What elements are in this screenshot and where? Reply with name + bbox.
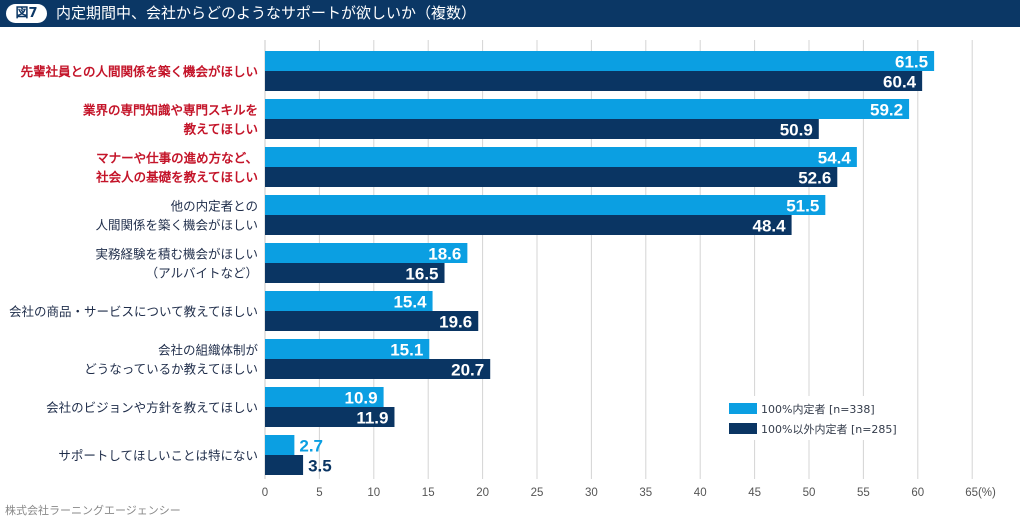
- bars: 61.560.4 59.2 50.9 54.452.6 51.548.4 18.616.5…: [265, 51, 935, 476]
- bar-series2: [265, 455, 304, 475]
- data-label: 48.4: [752, 217, 786, 236]
- data-label: 59.2: [870, 101, 903, 120]
- category-label: 先輩社員との人間関係を築く機会がほしい: [21, 64, 258, 79]
- data-label: 60.4: [883, 73, 917, 92]
- bar-series2: [265, 311, 479, 331]
- category-label: 業界の専門知識や専門スキルを: [82, 103, 258, 118]
- x-tick-label: 35: [639, 487, 652, 499]
- category-label: 社会人の基礎を教えてほしい: [95, 170, 258, 185]
- x-tick-label: 30: [585, 487, 598, 499]
- legend-swatch-series2: [729, 423, 757, 434]
- data-label: 50.9: [780, 121, 813, 140]
- category-label: どうなっているか教えてほしい: [84, 362, 258, 377]
- x-tick-label: 20: [476, 487, 489, 499]
- x-tick-label: 60: [911, 487, 924, 499]
- data-label: 2.7: [299, 437, 323, 456]
- chart-title: 内定期間中、会社からどのようなサポートが欲しいか（複数）: [56, 4, 477, 22]
- data-label: 51.5: [786, 197, 819, 216]
- x-tick-label: 5: [316, 487, 322, 499]
- category-label: 他の内定者との: [171, 199, 258, 214]
- data-label: 19.6: [439, 313, 472, 332]
- bar-series1: [265, 291, 433, 311]
- bar-series2: [265, 359, 491, 379]
- bar-series1: [265, 387, 384, 407]
- source-credit: 株式会社ラーニングエージェンシー: [5, 504, 181, 517]
- data-label: 54.4: [818, 149, 852, 168]
- data-label: 3.5: [308, 457, 332, 476]
- data-label: 11.9: [356, 409, 388, 428]
- bar-series2: [265, 407, 395, 427]
- data-label: 61.5: [895, 53, 928, 72]
- data-label: 52.6: [798, 169, 831, 188]
- x-tick-label: 0: [262, 487, 268, 499]
- x-tick-label: 25: [531, 487, 544, 499]
- category-label: 会社のビジョンや方針を教えてほしい: [46, 400, 258, 415]
- title-bar: 図7 内定期間中、会社からどのようなサポートが欲しいか（複数）: [0, 0, 1020, 27]
- data-label: 15.4: [393, 293, 427, 312]
- category-label: マナーや仕事の進め方など、: [96, 151, 258, 166]
- bar-series1: [265, 243, 468, 263]
- category-label: 人間関係を築く機会がほしい: [95, 218, 258, 233]
- bar-series2: [265, 167, 838, 187]
- category-label: 会社の組織体制が: [158, 343, 259, 358]
- legend-label: 100%以外内定者 [n=285]: [761, 422, 897, 436]
- bar-series1: [265, 147, 857, 167]
- bar-series1: [265, 195, 826, 215]
- bar-series1: [265, 51, 935, 71]
- category-label: 会社の商品・サービスについて教えてほしい: [9, 304, 258, 319]
- bar-series2: [265, 263, 445, 283]
- figure-number-badge: 図7: [6, 4, 47, 23]
- legend: 100%内定者 [n=338] 100%以外内定者 [n=285]: [722, 396, 902, 440]
- x-tick-label: 65(%): [965, 487, 996, 499]
- data-label: 16.5: [405, 265, 438, 284]
- x-tick-label: 10: [367, 487, 380, 499]
- bar-series1: [265, 339, 430, 359]
- category-labels: 先輩社員との人間関係を築く機会がほしい業界の専門知識や専門スキルを教えてほしいマ…: [9, 64, 259, 463]
- bar-series1: [265, 99, 910, 119]
- category-label: （アルバイトなど）: [146, 266, 258, 281]
- bar-series2: [265, 71, 923, 91]
- data-label: 15.1: [390, 341, 423, 360]
- x-tick-label: 55: [857, 487, 870, 499]
- data-label: 20.7: [451, 361, 484, 380]
- x-tick-label: 15: [422, 487, 435, 499]
- x-tick-label: 40: [694, 487, 707, 499]
- data-label: 10.9: [344, 389, 377, 408]
- data-label: 18.6: [428, 245, 461, 264]
- category-label: 実務経験を積む機会がほしい: [95, 247, 258, 262]
- x-tick-label: 45: [748, 487, 761, 499]
- category-label: 教えてほしい: [183, 122, 258, 137]
- legend-label: 100%内定者 [n=338]: [761, 402, 875, 416]
- x-tick-label: 50: [803, 487, 816, 499]
- bar-series1: [265, 435, 295, 455]
- bar-series2: [265, 215, 792, 235]
- x-axis-ticks: 0 5 10 15 20 25 30 35 40 45 50 55 60 65(%): [262, 487, 996, 499]
- category-label: サポートしてほしいことは特にない: [58, 448, 258, 463]
- legend-swatch-series1: [729, 403, 757, 414]
- bar-series2: [265, 119, 819, 139]
